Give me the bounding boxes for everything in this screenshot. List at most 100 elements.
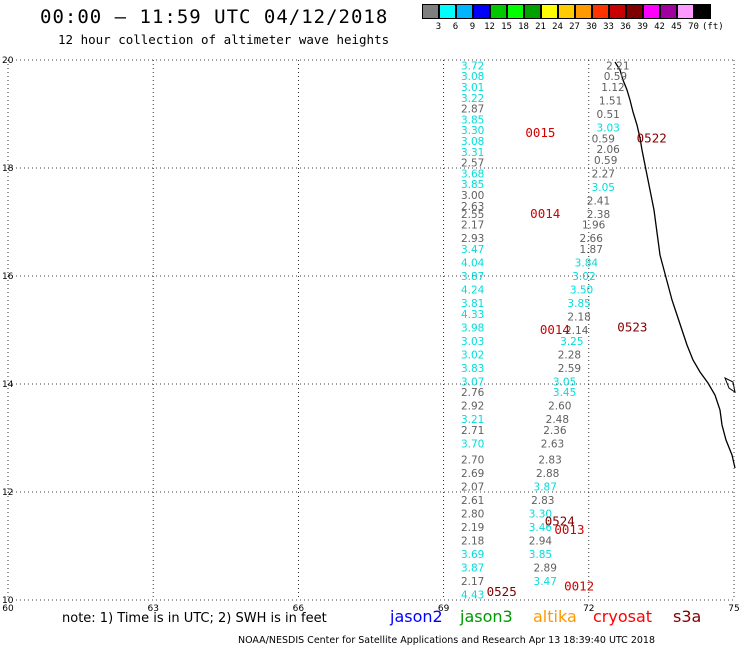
page-title: 00:00 – 11:59 UTC 04/12/2018 <box>40 6 389 28</box>
satellite-jason3: jason3 <box>460 607 513 626</box>
pass-time-label: 0014 <box>540 322 570 337</box>
legend-swatch <box>626 4 643 19</box>
wave-height-value: 2.83 <box>538 455 561 467</box>
wave-height-value: 3.87 <box>461 271 484 283</box>
wave-height-value: 3.30 <box>461 125 484 137</box>
satellite-altika: altika <box>533 607 577 626</box>
wave-height-value: 3.46 <box>529 522 553 534</box>
wave-height-value: 3.03 <box>461 336 484 348</box>
wave-height-value: 1.12 <box>601 82 624 94</box>
wave-height-value: 3.98 <box>461 322 484 334</box>
wave-height-value: 3.07 <box>461 376 484 388</box>
wave-height-value: 2.19 <box>461 522 484 534</box>
wave-height-value: 2.17 <box>461 220 484 232</box>
pass-time-label: 0014 <box>530 206 560 221</box>
lat-tick-label: 12 <box>2 488 13 498</box>
legend-label: 24 <box>552 22 563 32</box>
wave-height-value: 2.48 <box>546 414 569 426</box>
lon-tick-label: 63 <box>147 604 158 614</box>
wave-height-value: 2.88 <box>536 468 559 480</box>
lon-tick-label: 75 <box>728 604 739 614</box>
lat-tick-label: 16 <box>2 272 14 282</box>
legend-label: 21 <box>535 22 546 32</box>
wave-height-value: 3.85 <box>461 179 484 191</box>
wave-height-labels: 3.723.083.013.222.873.853.303.083.312.57… <box>461 60 667 601</box>
wave-height-value: 3.25 <box>560 336 583 348</box>
wave-height-value: 2.18 <box>461 536 484 548</box>
wave-height-value: 3.72 <box>461 60 484 72</box>
lon-tick-label: 72 <box>583 604 594 614</box>
legend-swatch <box>558 4 575 19</box>
pass-time-label: 0015 <box>525 125 555 140</box>
wave-height-value: 2.59 <box>558 363 581 375</box>
wave-height-value: 4.04 <box>461 258 485 270</box>
wave-height-value: 3.70 <box>461 438 484 450</box>
pass-time-label: 0525 <box>487 584 517 599</box>
legend-swatch <box>694 4 711 19</box>
wave-height-value: 2.21 <box>606 60 629 72</box>
wave-height-value: 2.92 <box>461 401 484 413</box>
wave-height-value: 2.61 <box>461 495 484 507</box>
wave-height-value: 3.47 <box>534 576 557 588</box>
wave-height-value: 2.69 <box>461 468 484 480</box>
legend-label: 70 <box>688 22 699 32</box>
legend-swatch <box>524 4 541 19</box>
legend-swatch <box>677 4 694 19</box>
wave-height-value: 0.59 <box>594 155 617 167</box>
legend-swatch <box>422 4 439 19</box>
satellite-jason2: jason2 <box>390 607 443 626</box>
wave-height-value: 1.51 <box>599 96 622 108</box>
wave-height-value: 2.18 <box>567 312 590 324</box>
wave-height-value: 2.71 <box>461 425 484 437</box>
lat-tick-label: 20 <box>2 56 14 66</box>
legend-label: 36 <box>620 22 631 32</box>
legend-swatch <box>660 4 677 19</box>
wave-height-value: 3.22 <box>461 93 484 105</box>
legend-swatch <box>456 4 473 19</box>
pass-time-label: 0012 <box>564 579 594 594</box>
wave-height-value: 4.33 <box>461 309 484 321</box>
wave-height-value: 2.28 <box>558 349 581 361</box>
legend-label: 15 <box>501 22 512 32</box>
wave-height-value: 0.59 <box>592 133 615 145</box>
wave-height-value: 2.06 <box>596 144 620 156</box>
wave-height-value: 2.89 <box>534 563 557 575</box>
legend-label: 42 <box>654 22 665 32</box>
lon-tick-label: 66 <box>293 604 305 614</box>
wave-height-value: 2.63 <box>461 201 484 213</box>
wave-height-value: 2.14 <box>565 325 589 337</box>
wave-height-value: 2.80 <box>461 509 484 521</box>
wave-height-value: 1.87 <box>580 244 603 256</box>
wave-height-value: 3.05 <box>592 182 615 194</box>
wave-height-value: 3.69 <box>461 549 484 561</box>
legend-label: 12 <box>484 22 495 32</box>
legend-label: 45 <box>671 22 682 32</box>
units-note: note: 1) Time is in UTC; 2) SWH is in fe… <box>62 611 327 626</box>
lat-tick-label: 14 <box>2 380 14 390</box>
legend-label: 18 <box>518 22 529 32</box>
page-subtitle: 12 hour collection of altimeter wave hei… <box>58 32 390 47</box>
wave-height-value: 2.87 <box>461 104 484 116</box>
legend-swatch <box>439 4 456 19</box>
legend-swatch <box>541 4 558 19</box>
wave-height-value: 2.57 <box>461 158 484 170</box>
wave-height-value: 0.59 <box>604 71 627 83</box>
wave-height-value: 3.85 <box>461 114 484 126</box>
wave-height-value: 3.85 <box>529 549 552 561</box>
wave-height-value: 2.07 <box>461 482 484 494</box>
wave-height-value: 4.24 <box>461 285 485 297</box>
wave-height-value: 3.81 <box>461 298 484 310</box>
legend-label: (ft) <box>702 22 724 32</box>
wave-height-value: 2.41 <box>587 195 610 207</box>
wave-height-value: 3.50 <box>570 285 593 297</box>
wave-height-value: 2.36 <box>543 425 567 437</box>
wave-height-value: 3.08 <box>461 136 484 148</box>
wave-height-value: 3.01 <box>461 82 484 94</box>
wave-height-value: 3.83 <box>461 363 484 375</box>
wave-height-value: 4.43 <box>461 590 484 602</box>
pass-time-label: 0013 <box>554 522 584 537</box>
wave-height-value: 0.51 <box>596 109 619 121</box>
wave-height-value: 3.84 <box>575 258 599 270</box>
satellite-s3a: s3a <box>673 607 702 626</box>
